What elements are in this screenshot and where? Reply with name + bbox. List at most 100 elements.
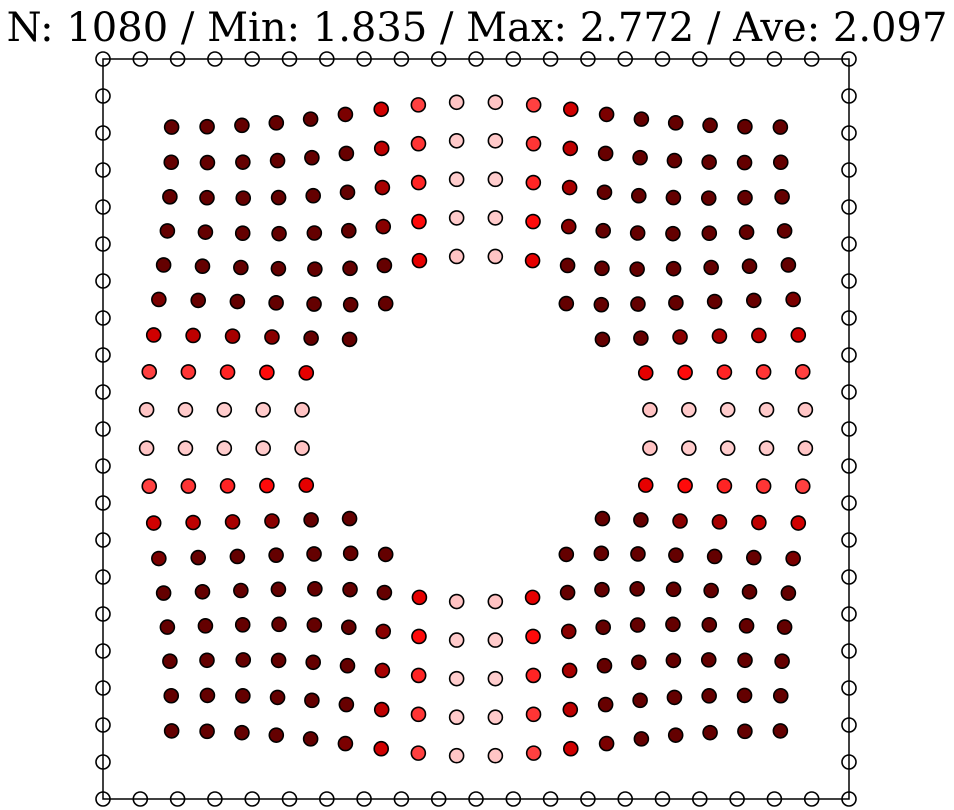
interior-point <box>268 115 285 131</box>
boundary-point <box>95 51 111 67</box>
interior-point <box>342 260 358 277</box>
interior-point <box>340 222 357 239</box>
interior-point <box>448 747 465 764</box>
interior-point <box>235 190 252 206</box>
interior-point <box>163 723 180 739</box>
interior-point <box>668 547 684 563</box>
boundary-point <box>617 51 634 67</box>
interior-point <box>632 692 648 709</box>
boundary-point <box>841 384 857 400</box>
interior-point <box>737 723 753 740</box>
interior-point <box>629 225 646 241</box>
interior-point <box>629 261 645 277</box>
interior-point <box>410 706 427 723</box>
boundary-point <box>841 606 857 622</box>
interior-point <box>633 111 650 127</box>
interior-point <box>558 546 575 563</box>
interior-point <box>342 581 358 598</box>
interior-point <box>340 619 357 636</box>
interior-point <box>665 652 682 669</box>
boundary-point <box>95 606 111 622</box>
boundary-point <box>841 754 857 770</box>
interior-point <box>677 477 693 494</box>
interior-point <box>642 402 658 418</box>
interior-point <box>774 188 790 205</box>
interior-point <box>772 154 789 171</box>
interior-point <box>487 248 504 265</box>
interior-point <box>306 546 322 562</box>
interior-point <box>337 735 354 752</box>
interior-point <box>159 619 176 635</box>
boundary-point <box>95 384 111 400</box>
interior-point <box>666 152 683 169</box>
interior-point <box>219 478 236 494</box>
interior-point <box>270 652 287 669</box>
interior-point <box>665 189 682 206</box>
boundary-point <box>841 495 857 511</box>
interior-point <box>785 291 801 308</box>
interior-point <box>758 401 775 418</box>
interior-point <box>525 628 541 645</box>
interior-point <box>180 478 197 494</box>
interior-point <box>338 145 355 162</box>
interior-point <box>270 260 287 277</box>
interior-point <box>234 225 251 241</box>
boundary-point <box>580 51 596 67</box>
interior-point <box>216 401 233 418</box>
boundary-point <box>841 310 857 326</box>
boundary-point <box>207 791 223 807</box>
interior-point <box>305 654 322 671</box>
interior-point <box>667 115 684 131</box>
interior-point <box>177 440 194 457</box>
interior-point <box>197 224 214 240</box>
interior-point <box>630 296 646 312</box>
interior-point <box>700 652 717 668</box>
interior-point <box>737 118 753 135</box>
boundary-point <box>95 680 111 696</box>
interior-point <box>306 617 323 633</box>
boundary-point <box>468 51 484 67</box>
interior-point <box>524 589 541 606</box>
interior-point <box>633 330 649 346</box>
boundary-point <box>729 51 745 67</box>
interior-point <box>665 225 681 242</box>
boundary-point <box>841 569 857 585</box>
interior-point <box>594 260 610 277</box>
interior-point <box>741 583 758 600</box>
interior-point <box>194 583 211 600</box>
interior-point <box>374 662 391 679</box>
boundary-point <box>95 569 111 585</box>
interior-point <box>703 582 719 599</box>
interior-point <box>307 581 323 597</box>
interior-point <box>338 696 355 713</box>
interior-point <box>562 701 579 718</box>
interior-point <box>790 327 807 343</box>
interior-point <box>702 724 718 741</box>
interior-point <box>637 365 654 381</box>
interior-point <box>751 327 767 344</box>
boundary-point <box>95 421 111 437</box>
boundary-point <box>95 236 111 252</box>
boundary-point <box>244 51 260 67</box>
interior-point <box>672 329 688 345</box>
interior-point <box>487 132 504 149</box>
interior-point <box>487 94 504 111</box>
interior-point <box>194 258 211 275</box>
boundary-point <box>430 791 447 807</box>
interior-point <box>668 295 684 311</box>
boundary-point <box>841 643 857 659</box>
interior-point <box>302 731 319 747</box>
boundary-point <box>430 51 447 67</box>
interior-point <box>410 745 427 761</box>
interior-point <box>785 550 801 567</box>
interior-point <box>375 218 392 235</box>
boundary-point <box>617 791 634 807</box>
interior-point <box>197 618 214 634</box>
interior-point <box>199 118 215 135</box>
interior-point <box>738 224 755 240</box>
interior-point <box>199 189 215 206</box>
interior-point <box>774 653 790 670</box>
boundary-point <box>95 199 111 215</box>
interior-point <box>711 328 728 344</box>
boundary-point <box>95 125 111 141</box>
